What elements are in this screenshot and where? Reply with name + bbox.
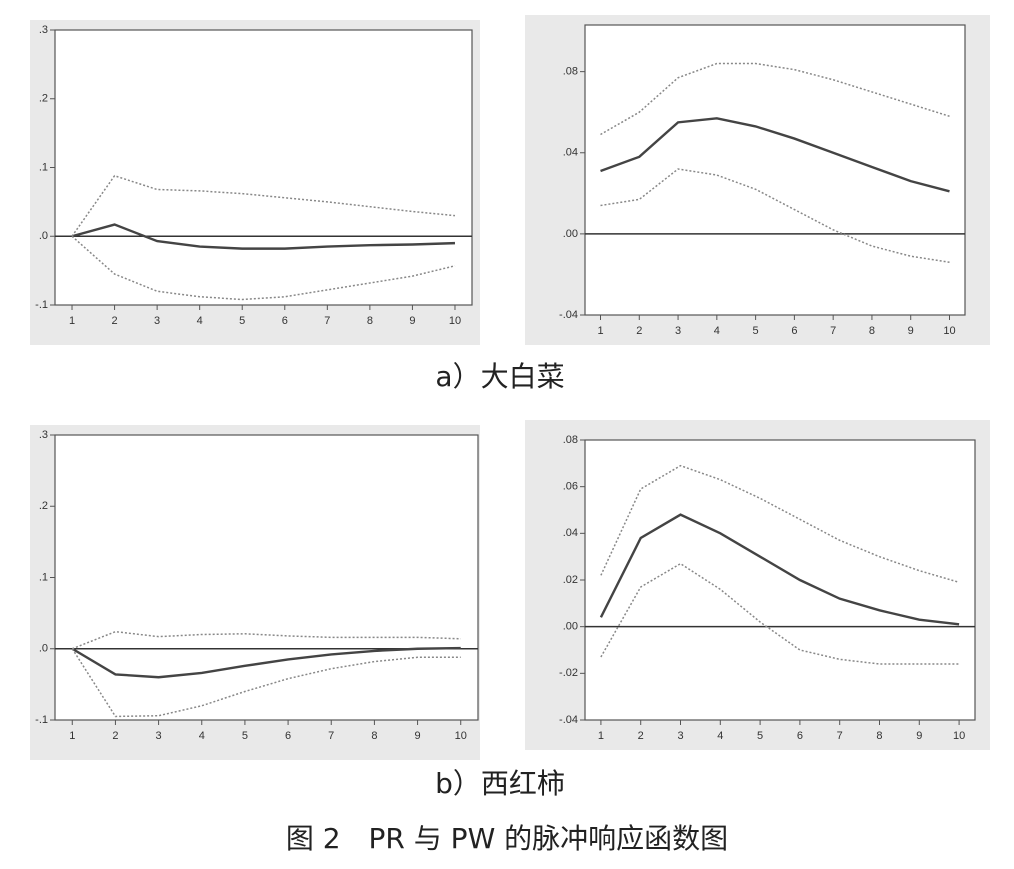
- x-tick-label: 9: [916, 730, 922, 742]
- x-tick-label: 3: [156, 730, 162, 742]
- y-tick-label: .04: [563, 527, 578, 539]
- caption: b）西红柿: [435, 767, 565, 800]
- x-tick-label: 7: [830, 325, 836, 337]
- x-tick-label: 4: [199, 730, 205, 742]
- x-tick-label: 8: [869, 325, 875, 337]
- y-tick-label: .08: [563, 434, 578, 446]
- series-line: [600, 117, 950, 193]
- x-tick-label: 7: [837, 730, 843, 742]
- series-line: [71, 648, 461, 718]
- y-tick-label: -.04: [559, 309, 578, 321]
- figure-title: 图 2 PR 与 PW 的脉冲响应函数图: [286, 822, 728, 855]
- series-line: [71, 174, 456, 237]
- y-tick-label: .1: [39, 161, 48, 173]
- x-tick-label: 10: [449, 315, 461, 327]
- x-tick-label: 5: [242, 730, 248, 742]
- y-tick-label: .2: [39, 93, 48, 105]
- y-tick-label: .02: [563, 574, 578, 586]
- y-tick-label: -.1: [35, 714, 48, 726]
- x-tick-label: 4: [714, 325, 720, 337]
- series-line: [71, 223, 456, 250]
- x-tick-label: 5: [239, 315, 245, 327]
- x-tick-label: 4: [197, 315, 203, 327]
- y-tick-label: .04: [563, 147, 578, 159]
- x-tick-label: 3: [675, 325, 681, 337]
- x-tick-label: 2: [112, 730, 118, 742]
- y-tick-label: .3: [39, 24, 48, 36]
- x-tick-label: 1: [69, 730, 75, 742]
- y-tick-label: .3: [39, 429, 48, 441]
- x-tick-label: 5: [757, 730, 763, 742]
- x-tick-label: 3: [154, 315, 160, 327]
- x-tick-label: 6: [285, 730, 291, 742]
- x-tick-label: 10: [943, 325, 955, 337]
- x-tick-label: 7: [324, 315, 330, 327]
- x-tick-label: 1: [597, 325, 603, 337]
- chart: -.1 .0 .1 .2 .3 1 2 3 4 5 6 7 8 9 10: [30, 20, 480, 345]
- chart: -.04 -.02 .00 .02 .04 .06 .08 1 2 3 4 5 6 7 8 9 10: [525, 420, 990, 750]
- x-tick-label: 9: [908, 325, 914, 337]
- series-line: [71, 646, 461, 679]
- y-tick-label: .00: [563, 228, 578, 240]
- y-tick-label: .0: [39, 230, 48, 242]
- x-tick-label: 4: [717, 730, 723, 742]
- x-tick-label: 8: [876, 730, 882, 742]
- x-tick-label: 10: [953, 730, 965, 742]
- series-line: [71, 630, 461, 650]
- y-tick-label: .0: [39, 643, 48, 655]
- y-tick-label: .00: [563, 621, 578, 633]
- y-tick-label: -.04: [559, 714, 578, 726]
- plot-area: [584, 439, 976, 721]
- x-tick-label: 1: [598, 730, 604, 742]
- y-tick-label: -.1: [35, 299, 48, 311]
- y-tick-label: -.02: [559, 667, 578, 679]
- y-tick-label: .08: [563, 66, 578, 78]
- x-tick-label: 5: [753, 325, 759, 337]
- series-line: [71, 235, 456, 301]
- x-tick-label: 10: [455, 730, 467, 742]
- x-tick-label: 6: [791, 325, 797, 337]
- x-tick-label: 8: [367, 315, 373, 327]
- plot-area: [54, 434, 479, 721]
- x-tick-label: 2: [636, 325, 642, 337]
- chart: -.04 .00 .04 .08 1 2 3 4 5 6 7 8 9 10: [525, 15, 990, 345]
- y-tick-label: .2: [39, 500, 48, 512]
- plot-area: [54, 29, 473, 306]
- x-tick-label: 2: [112, 315, 118, 327]
- y-tick-label: .1: [39, 571, 48, 583]
- y-tick-label: .06: [563, 481, 578, 493]
- x-tick-label: 8: [371, 730, 377, 742]
- x-tick-label: 6: [797, 730, 803, 742]
- plot-area: [584, 24, 966, 316]
- x-tick-label: 3: [677, 730, 683, 742]
- series-line: [600, 62, 950, 136]
- series-line: [600, 562, 960, 665]
- x-tick-label: 9: [409, 315, 415, 327]
- x-tick-label: 9: [415, 730, 421, 742]
- x-tick-label: 2: [638, 730, 644, 742]
- series-line: [600, 464, 960, 584]
- x-tick-label: 7: [328, 730, 334, 742]
- chart: -.1 .0 .1 .2 .3 1 2 3 4 5 6 7 8 9 10: [30, 425, 480, 760]
- caption: a）大白菜: [435, 360, 564, 393]
- x-tick-label: 6: [282, 315, 288, 327]
- x-tick-label: 1: [69, 315, 75, 327]
- series-line: [599, 513, 960, 626]
